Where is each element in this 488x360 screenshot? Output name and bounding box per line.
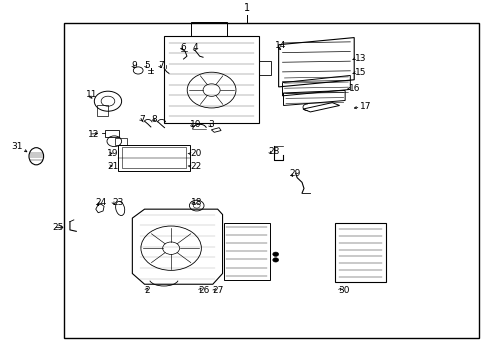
Bar [223, 223, 269, 280]
Text: 30: 30 [337, 286, 349, 295]
Text: 26: 26 [198, 286, 209, 295]
Text: 10: 10 [189, 120, 201, 129]
Bar [104, 130, 119, 137]
Bar [334, 224, 385, 283]
Text: 7: 7 [139, 114, 144, 123]
Text: 14: 14 [274, 41, 285, 50]
Text: 5: 5 [144, 60, 149, 69]
Circle shape [272, 252, 278, 256]
Text: 29: 29 [289, 169, 300, 178]
Text: 16: 16 [348, 84, 360, 93]
Text: 21: 21 [107, 162, 118, 171]
Text: 20: 20 [189, 149, 201, 158]
Text: 27: 27 [212, 286, 224, 295]
Text: 31: 31 [11, 142, 23, 151]
Bar [122, 147, 185, 168]
Text: 19: 19 [107, 149, 118, 158]
Text: 28: 28 [267, 147, 279, 156]
Text: 18: 18 [190, 198, 202, 207]
Text: 9: 9 [131, 60, 137, 69]
Text: 3: 3 [207, 120, 213, 129]
Text: 12: 12 [87, 130, 99, 139]
Text: 13: 13 [354, 54, 366, 63]
Text: 6: 6 [180, 43, 185, 52]
Circle shape [272, 258, 278, 262]
Bar [163, 36, 259, 123]
Text: 4: 4 [192, 43, 198, 52]
Bar [115, 138, 127, 145]
Bar [190, 22, 227, 36]
Bar [97, 105, 108, 116]
Bar [64, 23, 478, 338]
Text: 17: 17 [359, 103, 370, 112]
Text: 2: 2 [144, 286, 150, 295]
Text: 1: 1 [244, 3, 249, 13]
Text: 22: 22 [189, 162, 201, 171]
Bar [259, 61, 271, 75]
Text: 15: 15 [354, 68, 366, 77]
Text: 7: 7 [158, 60, 163, 69]
Text: 23: 23 [112, 198, 123, 207]
Text: 24: 24 [95, 198, 106, 207]
Text: 11: 11 [86, 90, 97, 99]
Text: 25: 25 [52, 223, 63, 232]
Text: 8: 8 [152, 114, 157, 123]
Bar [118, 145, 189, 171]
